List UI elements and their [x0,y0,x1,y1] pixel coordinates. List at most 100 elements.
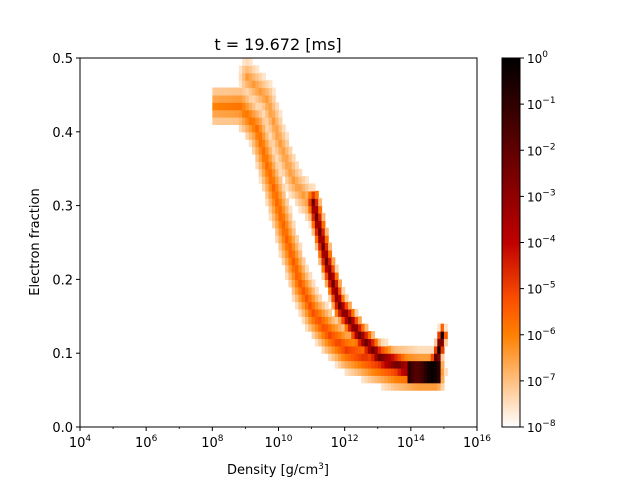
heatmap-cell [268,94,273,103]
heatmap-cell [344,308,349,317]
colorbar-tick-label: 100 [527,50,548,66]
heatmap-cell [437,353,442,362]
heatmap-cell [311,323,316,332]
heatmap-cell [321,212,326,221]
heatmap-cell [242,94,247,103]
heatmap-cell [387,367,392,376]
heatmap-cell [351,367,356,376]
heatmap-cell [341,316,346,325]
heatmap-cell [245,72,250,81]
heatmap-cell [261,176,266,185]
heatmap-cell [218,109,223,118]
heatmap-cell [245,58,250,66]
heatmap-cell [331,257,336,266]
heatmap-cell [295,301,299,310]
heatmap-cell [318,227,323,236]
heatmap-cell [433,382,438,391]
heatmap-cell [295,286,299,295]
heatmap-cell [235,109,240,118]
heatmap-cell [278,198,283,207]
heatmap-cell [443,323,448,332]
heatmap-cell [278,205,283,214]
heatmap-cell [235,117,240,126]
heatmap-cell [298,183,303,192]
heatmap-cell [232,102,237,111]
heatmap-cell [314,220,319,229]
heatmap-cell [298,286,303,295]
y-tick-label: 0.5 [52,52,73,67]
heatmap-cell [397,353,402,362]
heatmap-cell [417,353,422,362]
heatmap-cell [404,375,409,384]
heatmap-cell [271,176,276,185]
heatmap-cell [328,286,333,295]
heatmap-cell [265,146,270,155]
heatmap-cell [258,124,263,133]
heatmap-cell [242,102,247,111]
heatmap-cell [258,109,263,118]
heatmap-cell [420,353,425,362]
heatmap-cell [344,316,349,325]
heatmap-cell [261,80,266,89]
heatmap-cell [275,153,280,162]
heatmap-cell [245,102,250,111]
y-axis: 0.0 0.1 0.2 0.3 0.4 0.5 [52,52,80,436]
heatmap-cell [351,323,356,332]
heatmap-cell [338,338,342,347]
heatmap-cell [278,176,283,185]
heatmap-cell [433,353,438,362]
heatmap-cell [427,382,432,391]
heatmap-cell [328,323,333,332]
heatmap-cell [361,360,366,369]
heatmap-cell [252,117,256,126]
heatmap-cell [347,367,352,376]
heatmap-cell [288,257,293,266]
heatmap-cell [318,249,323,258]
heatmap-cell [304,286,309,295]
heatmap-cell [364,323,369,332]
heatmap-cell [417,375,422,384]
heatmap-cell [318,308,323,317]
heatmap-cell [252,80,256,89]
heatmap-cell [275,227,280,236]
heatmap-cell [301,316,306,325]
heatmap-cell [381,367,385,376]
heatmap-cell [261,72,266,81]
heatmap-cell [381,382,385,391]
heatmap-cell [374,360,379,369]
heatmap-cell [232,109,237,118]
heatmap-cell [321,331,326,340]
heatmap-cell [218,94,223,103]
heatmap-cell [295,294,299,303]
heatmap-cell [298,176,303,185]
heatmap-cell [285,264,290,273]
heatmap-cell [281,146,286,155]
heatmap-cell [384,360,389,369]
heatmap-cell [437,331,442,340]
heatmap-cell [225,87,230,96]
heatmap-cell [232,117,237,126]
heatmap-cell [344,353,349,362]
heatmap-cell [271,117,276,126]
heatmap-cell [374,345,379,354]
heatmap-cell [248,139,253,148]
heatmap-cell [261,109,266,118]
x-tick-label: 1010 [265,434,293,451]
heatmap-cell [367,367,372,376]
heatmap-cell [311,308,316,317]
heatmap-cell [258,102,263,111]
heatmap-cell [298,264,303,273]
heatmap-cell [328,242,333,251]
heatmap-cell [314,316,319,325]
heatmap-cell [321,316,326,325]
heatmap-cell [371,367,376,376]
heatmap-cell [314,242,319,251]
heatmap-cell [440,353,445,362]
heatmap-cell [258,139,263,148]
heatmap-cell [295,198,299,207]
y-axis-label: Electron fraction [28,188,43,295]
heatmap-cell [377,338,382,347]
heatmap-cell [381,338,385,347]
heatmap-cell [281,249,286,258]
heatmap-cell [364,360,369,369]
